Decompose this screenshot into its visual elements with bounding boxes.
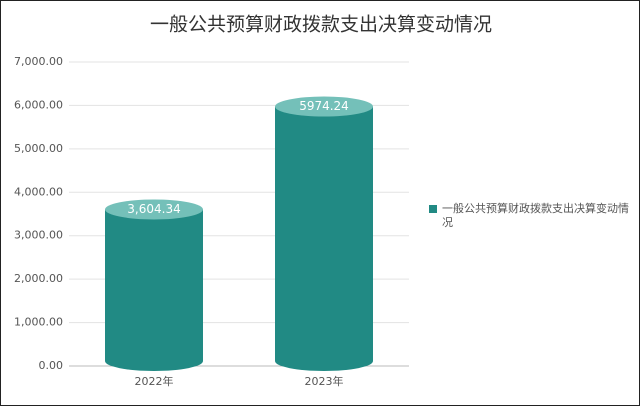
value-label: 5974.24 [299,99,349,113]
x-tick-label: 2022年 [135,374,174,388]
chart-title: 一般公共预算财政拨款支出决算变动情况 [150,14,492,36]
x-tick-label: 2023年 [305,374,344,388]
y-tick-label: 2,000.00 [14,272,63,285]
y-tick-label: 0.00 [39,359,64,372]
bar-top [275,96,373,117]
value-label: 3,604.34 [127,202,180,216]
bar [105,199,203,371]
legend: 一般公共预算财政拨款支出决算变动情况 [429,202,634,230]
y-tick-label: 3,000.00 [14,229,63,242]
y-tick-label: 5,000.00 [14,142,63,155]
legend-label: 一般公共预算财政拨款支出决算变动情况 [442,202,629,229]
y-tick-label: 6,000.00 [14,98,63,111]
y-tick-label: 1,000.00 [14,316,63,329]
bar-body [275,106,373,361]
bar-top [105,199,203,220]
legend-swatch [429,205,437,213]
y-tick-label: 7,000.00 [14,55,63,68]
bar [275,96,373,371]
bar-body [105,209,203,361]
y-tick-label: 4,000.00 [14,185,63,198]
